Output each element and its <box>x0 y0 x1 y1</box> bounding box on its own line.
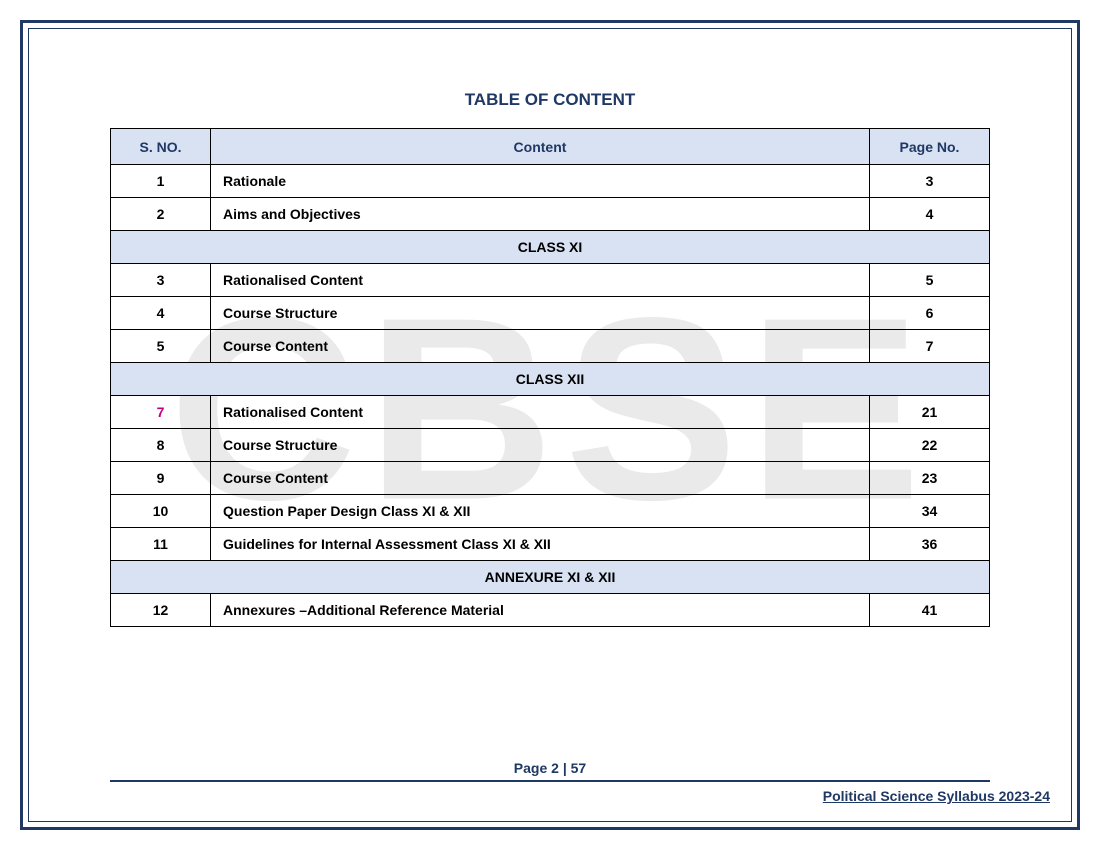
section-label: CLASS XI <box>111 231 990 264</box>
table-row: 10Question Paper Design Class XI & XII34 <box>111 495 990 528</box>
cell-content: Course Structure <box>211 297 870 330</box>
cell-sno: 7 <box>111 396 211 429</box>
section-header: CLASS XII <box>111 363 990 396</box>
cell-page: 36 <box>870 528 990 561</box>
cell-page: 4 <box>870 198 990 231</box>
cell-page: 5 <box>870 264 990 297</box>
cell-sno: 8 <box>111 429 211 462</box>
cell-content: Guidelines for Internal Assessment Class… <box>211 528 870 561</box>
table-row: 9Course Content23 <box>111 462 990 495</box>
cell-sno: 12 <box>111 594 211 627</box>
section-header: CLASS XI <box>111 231 990 264</box>
table-row: 5Course Content7 <box>111 330 990 363</box>
cell-page: 6 <box>870 297 990 330</box>
toc-table: S. NO. Content Page No. 1Rationale32Aims… <box>110 128 990 627</box>
page-content: TABLE OF CONTENT S. NO. Content Page No.… <box>40 40 1060 810</box>
section-label: ANNEXURE XI & XII <box>111 561 990 594</box>
cell-page: 41 <box>870 594 990 627</box>
cell-sno: 9 <box>111 462 211 495</box>
section-label: CLASS XII <box>111 363 990 396</box>
table-row: 7Rationalised Content21 <box>111 396 990 429</box>
cell-content: Annexures –Additional Reference Material <box>211 594 870 627</box>
table-row: 8Course Structure22 <box>111 429 990 462</box>
cell-content: Rationalised Content <box>211 264 870 297</box>
cell-content: Course Structure <box>211 429 870 462</box>
table-header-row: S. NO. Content Page No. <box>111 129 990 165</box>
cell-page: 34 <box>870 495 990 528</box>
table-row: 12Annexures –Additional Reference Materi… <box>111 594 990 627</box>
table-row: 4Course Structure6 <box>111 297 990 330</box>
cell-sno: 3 <box>111 264 211 297</box>
cell-sno: 1 <box>111 165 211 198</box>
section-header: ANNEXURE XI & XII <box>111 561 990 594</box>
page-number: Page 2 | 57 <box>110 760 990 782</box>
cell-sno: 2 <box>111 198 211 231</box>
footer: Page 2 | 57 Political Science Syllabus 2… <box>40 760 1060 810</box>
col-content: Content <box>211 129 870 165</box>
cell-page: 23 <box>870 462 990 495</box>
table-row: 1Rationale3 <box>111 165 990 198</box>
table-row: 3Rationalised Content5 <box>111 264 990 297</box>
document-name: Political Science Syllabus 2023-24 <box>40 788 1060 804</box>
table-row: 11Guidelines for Internal Assessment Cla… <box>111 528 990 561</box>
cell-content: Rationale <box>211 165 870 198</box>
page-title: TABLE OF CONTENT <box>40 90 1060 110</box>
cell-sno: 11 <box>111 528 211 561</box>
cell-page: 3 <box>870 165 990 198</box>
cell-content: Aims and Objectives <box>211 198 870 231</box>
cell-sno: 10 <box>111 495 211 528</box>
cell-content: Course Content <box>211 462 870 495</box>
col-sno: S. NO. <box>111 129 211 165</box>
cell-page: 7 <box>870 330 990 363</box>
table-row: 2Aims and Objectives4 <box>111 198 990 231</box>
cell-content: Course Content <box>211 330 870 363</box>
col-page: Page No. <box>870 129 990 165</box>
cell-content: Rationalised Content <box>211 396 870 429</box>
cell-page: 22 <box>870 429 990 462</box>
cell-page: 21 <box>870 396 990 429</box>
cell-sno: 4 <box>111 297 211 330</box>
cell-content: Question Paper Design Class XI & XII <box>211 495 870 528</box>
cell-sno: 5 <box>111 330 211 363</box>
